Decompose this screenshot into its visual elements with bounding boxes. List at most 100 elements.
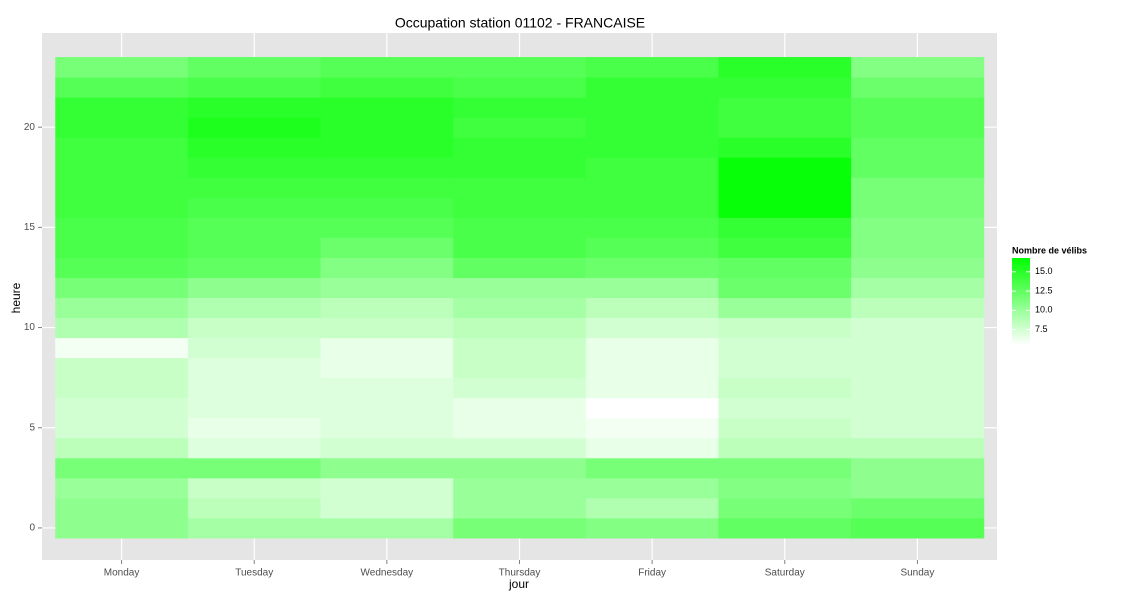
heat-cell xyxy=(187,517,322,539)
heat-cell xyxy=(851,237,985,258)
heat-cell xyxy=(585,77,719,98)
heat-cell xyxy=(187,457,322,479)
heat-cell xyxy=(585,457,719,479)
heat-cell xyxy=(187,317,322,339)
heat-cell xyxy=(585,157,719,178)
heat-cell xyxy=(453,297,587,319)
heat-cell xyxy=(453,277,587,299)
heat-cell xyxy=(718,157,852,178)
heat-cell xyxy=(718,277,852,299)
heat-cell xyxy=(453,177,587,198)
x-tick-label: Wednesday xyxy=(361,568,414,579)
heat-cell xyxy=(55,97,189,118)
heat-cell xyxy=(320,297,454,319)
heat-cell xyxy=(851,477,985,499)
heat-cell xyxy=(585,97,719,118)
legend-tick-label: 7.5 xyxy=(1035,324,1048,334)
heat-cell xyxy=(851,397,985,419)
heat-cell xyxy=(320,97,454,118)
heat-cell xyxy=(718,117,852,138)
heat-cell xyxy=(585,177,719,198)
heat-cell xyxy=(453,417,587,439)
heat-cell xyxy=(453,157,587,178)
heat-cell xyxy=(453,357,587,379)
y-axis-label: heure xyxy=(9,282,23,313)
heat-cell xyxy=(453,457,587,479)
heat-cell xyxy=(55,357,189,379)
heat-cell xyxy=(585,317,719,339)
heat-cell xyxy=(718,357,852,379)
heat-cell xyxy=(55,197,189,218)
heat-cell xyxy=(585,57,719,78)
heat-cell xyxy=(585,217,719,238)
heat-cell xyxy=(851,57,985,78)
heat-cell xyxy=(320,357,454,379)
heat-cell xyxy=(320,57,454,78)
heat-cell xyxy=(718,217,852,238)
heat-cell xyxy=(320,417,454,439)
heat-cell xyxy=(55,77,189,98)
heat-cell xyxy=(55,117,189,138)
heat-cell xyxy=(55,257,189,278)
heat-cell xyxy=(718,137,852,158)
y-tick-label: 15 xyxy=(24,222,36,233)
heat-cell xyxy=(585,337,719,359)
heat-cell xyxy=(320,137,454,158)
heat-cell xyxy=(187,77,322,98)
heat-cell xyxy=(55,317,189,339)
heat-cell xyxy=(718,477,852,499)
heat-cell xyxy=(187,157,322,178)
heat-cell xyxy=(187,377,322,399)
heat-cell xyxy=(851,437,985,459)
x-tick-label: Sunday xyxy=(900,568,934,579)
heat-cell xyxy=(718,77,852,98)
heat-cell xyxy=(320,377,454,399)
heat-cell xyxy=(320,257,454,278)
heat-cell xyxy=(453,217,587,238)
heat-cell xyxy=(453,437,587,459)
heat-cell xyxy=(585,257,719,278)
heat-cell xyxy=(187,117,322,138)
heat-cell xyxy=(187,217,322,238)
heat-cell xyxy=(320,117,454,138)
y-tick-label: 0 xyxy=(29,523,35,534)
heat-cell xyxy=(187,357,322,379)
heat-cell xyxy=(453,197,587,218)
heat-cell xyxy=(55,137,189,158)
heat-cell xyxy=(851,277,985,299)
heat-cell xyxy=(851,497,985,519)
heat-cell xyxy=(585,137,719,158)
heat-cell xyxy=(718,437,852,459)
heat-cell xyxy=(453,257,587,278)
heat-cell xyxy=(187,97,322,118)
x-tick-label: Tuesday xyxy=(235,568,273,579)
heat-cell xyxy=(585,517,719,539)
heat-cell xyxy=(453,397,587,419)
heat-cell xyxy=(453,97,587,118)
heat-cell xyxy=(320,477,454,499)
heat-cell xyxy=(55,417,189,439)
heat-cell xyxy=(187,297,322,319)
heat-cell xyxy=(320,177,454,198)
heat-cell xyxy=(187,257,322,278)
heat-cell xyxy=(187,437,322,459)
heat-cell xyxy=(320,457,454,479)
heat-cell xyxy=(187,197,322,218)
heat-cell xyxy=(320,157,454,178)
heat-cell xyxy=(718,417,852,439)
heat-cell xyxy=(851,517,985,539)
heat-cell xyxy=(55,517,189,539)
heat-cell xyxy=(851,97,985,118)
heat-cell xyxy=(187,337,322,359)
heat-cell xyxy=(55,497,189,519)
heat-cell xyxy=(851,177,985,198)
heat-cell xyxy=(453,377,587,399)
heat-cell xyxy=(320,337,454,359)
heat-cell xyxy=(187,417,322,439)
heat-cell xyxy=(851,77,985,98)
heat-cell xyxy=(320,77,454,98)
heat-cell xyxy=(55,297,189,319)
legend-title: Nombre de vélibs xyxy=(1012,245,1087,255)
heat-cell xyxy=(187,137,322,158)
